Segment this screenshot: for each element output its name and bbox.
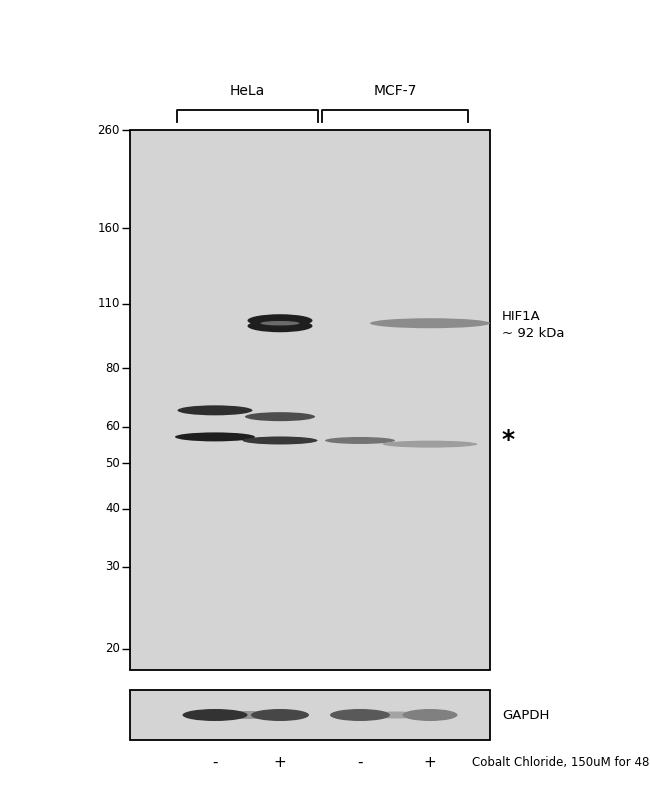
Ellipse shape <box>245 412 315 421</box>
Ellipse shape <box>365 712 425 719</box>
Text: +: + <box>274 754 287 770</box>
Text: 40: 40 <box>105 502 120 515</box>
Text: 20: 20 <box>105 642 120 655</box>
Text: 50: 50 <box>105 457 120 470</box>
Text: ~ 92 kDa: ~ 92 kDa <box>502 327 564 340</box>
Ellipse shape <box>330 709 390 721</box>
Ellipse shape <box>183 709 248 721</box>
Ellipse shape <box>261 321 300 325</box>
Text: -: - <box>213 754 218 770</box>
Ellipse shape <box>220 711 275 719</box>
Text: 260: 260 <box>98 123 120 137</box>
Ellipse shape <box>251 709 309 721</box>
Ellipse shape <box>402 709 458 721</box>
Text: HIF1A: HIF1A <box>502 310 541 323</box>
Text: Cobalt Chloride, 150uM for 48hr: Cobalt Chloride, 150uM for 48hr <box>472 756 650 769</box>
Text: 80: 80 <box>105 362 120 375</box>
Text: 110: 110 <box>98 298 120 311</box>
Text: 160: 160 <box>98 221 120 235</box>
Ellipse shape <box>325 437 395 444</box>
Bar <box>130 690 490 740</box>
Text: 60: 60 <box>105 420 120 433</box>
Text: 30: 30 <box>105 560 120 573</box>
Ellipse shape <box>177 406 252 415</box>
Ellipse shape <box>175 432 255 441</box>
Ellipse shape <box>242 436 317 444</box>
Ellipse shape <box>382 440 478 448</box>
Ellipse shape <box>370 318 490 328</box>
Text: -: - <box>358 754 363 770</box>
Text: +: + <box>424 754 436 770</box>
Ellipse shape <box>248 320 313 332</box>
Text: *: * <box>502 428 515 452</box>
Text: GAPDH: GAPDH <box>502 708 549 721</box>
Ellipse shape <box>248 314 313 327</box>
Text: MCF-7: MCF-7 <box>373 84 417 98</box>
Text: HeLa: HeLa <box>230 84 265 98</box>
Bar <box>130 130 490 670</box>
